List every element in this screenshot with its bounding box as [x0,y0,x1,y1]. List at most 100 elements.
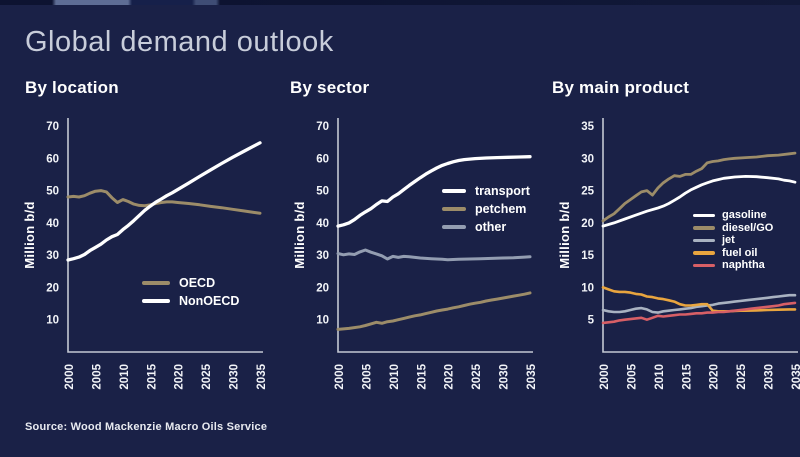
x-tick-label: 2020 [709,364,721,390]
legend-swatch [442,225,466,229]
x-tick-label: 2010 [389,364,401,390]
chart-heading-location: By location [25,78,119,97]
location-chart: 10 20 30 40 50 60 70 2000 2005 2010 2015 2020 2025 20… [10,112,270,412]
y-tick-label: 30 [46,250,59,262]
diesel-go-line [601,151,797,223]
gasoline-line [601,175,797,228]
legend-item: fuel oil [693,247,773,260]
x-tick-label: 2015 [416,363,428,389]
nonoecd-line [66,141,262,262]
x-tick-label: 2005 [91,363,103,389]
axis-spines [337,118,533,353]
y-tick-label: 70 [46,121,59,133]
y-tick-label: 40 [316,218,329,230]
legend-label: transport [475,184,530,198]
x-tick-label: 2035 [256,363,268,389]
legend-swatch [693,251,715,255]
legend-item: other [442,218,530,236]
top-accent-strip [0,0,800,5]
x-tick-label: 2025 [471,363,483,389]
y-tick-label: 20 [46,282,59,294]
y-axis-label: Million b/d [292,201,307,269]
legend-label: fuel oil [722,246,758,259]
x-tick-label: 2025 [736,363,748,389]
x-tick-label: 2020 [444,364,456,390]
sector-chart: 10 20 30 40 50 60 70 2000 2005 2010 2015 2020 2025 20… [280,112,540,412]
legend-label: NonOECD [179,294,240,308]
location-legend: OECD NonOECD [142,274,239,310]
legend-item: gasoline [693,209,773,222]
y-tick-label: 30 [316,250,329,262]
y-tick-label: 60 [316,153,329,165]
jet-line [601,293,797,314]
legend-swatch [693,263,715,267]
legend-item: transport [442,182,530,200]
legend-item: jet [693,234,773,247]
chart-heading-sector: By sector [290,78,370,97]
y-tick-label: 15 [581,250,594,262]
y-tick-label: 40 [46,218,59,230]
legend-label: other [475,220,507,234]
x-tick-label: 2025 [201,363,213,389]
oecd-line [66,189,262,215]
x-tick-label: 2030 [499,364,511,390]
legend-label: jet [722,234,735,247]
y-tick-label: 20 [581,218,594,230]
legend-swatch [693,213,715,217]
x-tick-label: 2035 [791,363,800,389]
x-tick-label: 2005 [361,363,373,389]
legend-swatch [142,281,170,285]
x-tick-label: 2015 [681,363,693,389]
other-line [336,248,532,262]
x-tick-label: 2035 [526,363,538,389]
legend-label: OECD [179,276,216,290]
legend-item: petchem [442,200,530,218]
y-tick-label: 25 [581,186,594,198]
petchem-line [336,291,532,331]
source-note: Source: Wood Mackenzie Macro Oils Servic… [25,421,268,433]
sector-legend: transport petchem other [442,182,530,236]
y-axis-label: Million b/d [557,201,572,269]
y-tick-label: 20 [316,282,329,294]
y-tick-label: 10 [581,282,594,294]
axis-spines [602,118,798,353]
legend-item: naphtha [693,259,773,272]
legend-swatch [442,189,466,193]
y-tick-label: 60 [46,153,59,165]
y-tick-label: 50 [46,186,59,198]
legend-swatch [693,226,715,230]
y-tick-label: 35 [581,121,594,133]
y-tick-label: 70 [316,121,329,133]
x-tick-label: 2000 [599,364,611,390]
x-tick-label: 2030 [764,364,776,390]
legend-label: gasoline [722,209,767,222]
legend-label: naphtha [722,259,765,272]
transport-line [336,155,532,228]
legend-item: NonOECD [142,292,239,310]
legend-swatch [442,207,466,211]
x-tick-label: 2000 [64,364,76,390]
x-tick-label: 2005 [626,363,638,389]
x-tick-label: 2010 [654,364,666,390]
legend-label: petchem [475,202,527,216]
x-tick-label: 2020 [174,364,186,390]
x-tick-label: 2010 [119,364,131,390]
naphtha-line [601,301,797,325]
product-legend: gasoline diesel/GO jet fuel oil naphtha [693,209,773,272]
page-title: Global demand outlook [25,26,334,58]
legend-label: diesel/GO [722,221,774,234]
legend-swatch [693,238,715,242]
x-tick-label: 2030 [229,364,241,390]
y-tick-label: 10 [316,315,329,327]
x-tick-label: 2015 [146,363,158,389]
legend-item: diesel/GO [693,222,773,235]
y-tick-label: 50 [316,186,329,198]
legend-item: OECD [142,274,239,292]
y-tick-label: 5 [588,315,595,327]
x-tick-label: 2000 [334,364,346,390]
axis-spines [67,118,263,353]
